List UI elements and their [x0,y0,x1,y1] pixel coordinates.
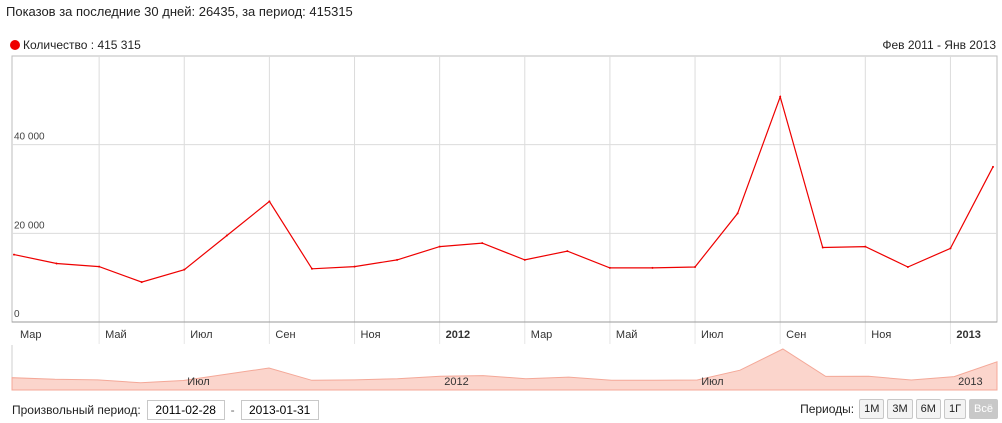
x-tick-label: Июл [190,329,212,341]
x-tick-label: Мар [20,329,42,341]
legend[interactable]: Количество : 415 315 [10,38,141,52]
custom-period-label: Произвольный период: [12,403,141,417]
series-line [13,94,994,283]
navigator-label: Июл [187,376,209,388]
data-point [140,281,143,284]
period-1y-button[interactable]: 1Г [943,399,967,419]
x-tick-label: Май [616,329,638,341]
data-point [55,262,58,265]
data-point [98,265,101,268]
data-point [906,266,909,269]
data-point [651,266,654,269]
x-axis-band [12,322,997,344]
plot-frame [11,55,998,323]
data-point [225,234,228,237]
navigator-area [11,348,998,391]
period-1m-button[interactable]: 1М [859,399,885,419]
data-point [949,247,952,250]
navigator-label: 2012 [444,376,468,388]
custom-period-controls: Произвольный период: - [12,400,319,420]
periods-label: Периоды: [800,402,855,416]
date-range-label: Фев 2011 - Янв 2013 [882,38,996,52]
legend-label: Количество : 415 315 [23,38,141,52]
data-point [864,245,867,248]
navigator-label: Июл [701,376,723,388]
x-tick-label: Май [105,329,127,341]
data-point [13,253,15,256]
x-tick-label: Ноя [361,329,381,341]
x-tick-label: Сен [275,329,295,341]
y-tick-label: 40 000 [14,132,45,143]
x-tick-label: Сен [786,329,806,341]
date-separator: - [230,403,235,417]
x-tick-label: 2013 [956,329,980,341]
data-point [481,242,484,245]
data-point [183,268,186,271]
data-point [992,165,994,168]
data-point [821,246,824,249]
data-point [736,212,739,215]
period-6m-button[interactable]: 6М [915,399,941,419]
y-tick-label: 0 [14,309,20,320]
end-date-input[interactable] [240,400,319,420]
data-point [396,258,399,261]
start-date-input[interactable] [146,400,225,420]
legend-marker-icon [10,40,20,50]
data-point [566,250,569,253]
navigator-label: 2013 [958,376,982,388]
x-tick-label: Июл [701,329,723,341]
x-tick-label: 2012 [446,329,470,341]
data-point [608,266,611,269]
data-point [310,267,313,270]
y-tick-label: 20 000 [14,220,45,231]
data-point [523,258,526,261]
period-3m-button[interactable]: 3М [887,399,913,419]
data-point [353,265,356,268]
data-point [779,95,782,98]
x-tick-label: Ноя [871,329,891,341]
data-point [438,245,441,248]
data-point [268,200,271,203]
chart-area[interactable]: 0 20 000 40 000 Мар Май Июл Сен Ноя 2012 Мар Май Ию… [0,0,1002,395]
period-all-button[interactable]: Всё [969,399,998,419]
period-buttons: Периоды: 1М 3М 6М 1Г Всё [800,399,998,419]
x-tick-label: Мар [531,329,553,341]
data-point [694,266,697,269]
summary-text: Показов за последние 30 дней: 26435, за … [6,4,353,19]
